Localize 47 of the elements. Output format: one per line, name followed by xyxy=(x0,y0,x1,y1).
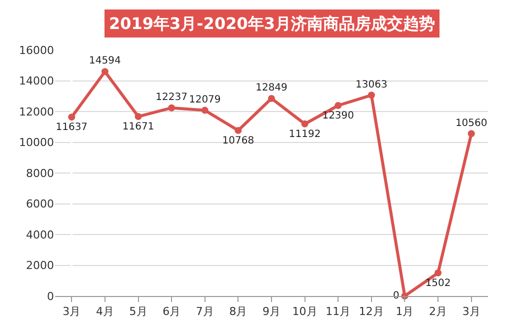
point xyxy=(268,94,275,102)
y-tick-label: 14000 xyxy=(19,74,54,88)
y-tick-label: 16000 xyxy=(19,44,54,57)
x-tick-label: 3月 xyxy=(462,305,480,318)
point xyxy=(368,92,375,99)
point xyxy=(301,120,308,128)
data-label: 1502 xyxy=(425,278,451,289)
chart-title: 2019年3月-2020年3月济南商品房成交趋势 xyxy=(109,14,435,33)
data-label: 11671 xyxy=(122,121,154,132)
point xyxy=(101,68,108,76)
x-tick-label: 8月 xyxy=(229,305,248,318)
data-label: 12849 xyxy=(256,82,288,94)
point xyxy=(434,269,442,276)
x-tick-label: 9月 xyxy=(262,305,280,318)
data-label: 14594 xyxy=(89,56,121,67)
point xyxy=(68,114,76,121)
y-tick-label: 10000 xyxy=(19,136,54,150)
point xyxy=(168,104,176,112)
y-tick-label: 12000 xyxy=(19,105,54,118)
x-tick-label: 6月 xyxy=(162,305,181,318)
data-label: 11637 xyxy=(56,122,88,133)
y-tick-label: 6000 xyxy=(26,198,54,211)
y-tick-label: 4000 xyxy=(26,228,54,242)
point xyxy=(334,102,342,109)
x-tick-label: 5月 xyxy=(129,305,148,318)
point xyxy=(134,113,142,120)
x-tick-label: 10月 xyxy=(292,305,318,318)
x-tick-label: 12月 xyxy=(358,305,384,318)
x-tick-label: 2月 xyxy=(429,305,448,318)
point xyxy=(468,130,475,138)
x-tick-label: 4月 xyxy=(96,305,114,318)
x-tick-label: 7月 xyxy=(196,305,214,318)
data-label: 12237 xyxy=(156,92,188,103)
x-tick-label: 11月 xyxy=(326,305,351,318)
point xyxy=(234,126,242,134)
y-tick-label: 8000 xyxy=(26,166,54,180)
data-label: 12390 xyxy=(322,110,354,122)
x-tick-label: 3月 xyxy=(62,305,81,318)
data-label: 12079 xyxy=(188,94,221,106)
data-label: 11192 xyxy=(288,128,321,140)
point xyxy=(201,106,208,114)
data-label: 10768 xyxy=(222,135,254,146)
y-tick-label: 0 xyxy=(47,290,54,303)
data-label: 13063 xyxy=(356,79,388,90)
y-tick-label: 2000 xyxy=(26,259,54,272)
x-tick-label: 1月 xyxy=(396,305,414,318)
data-label: 10560 xyxy=(455,118,488,129)
